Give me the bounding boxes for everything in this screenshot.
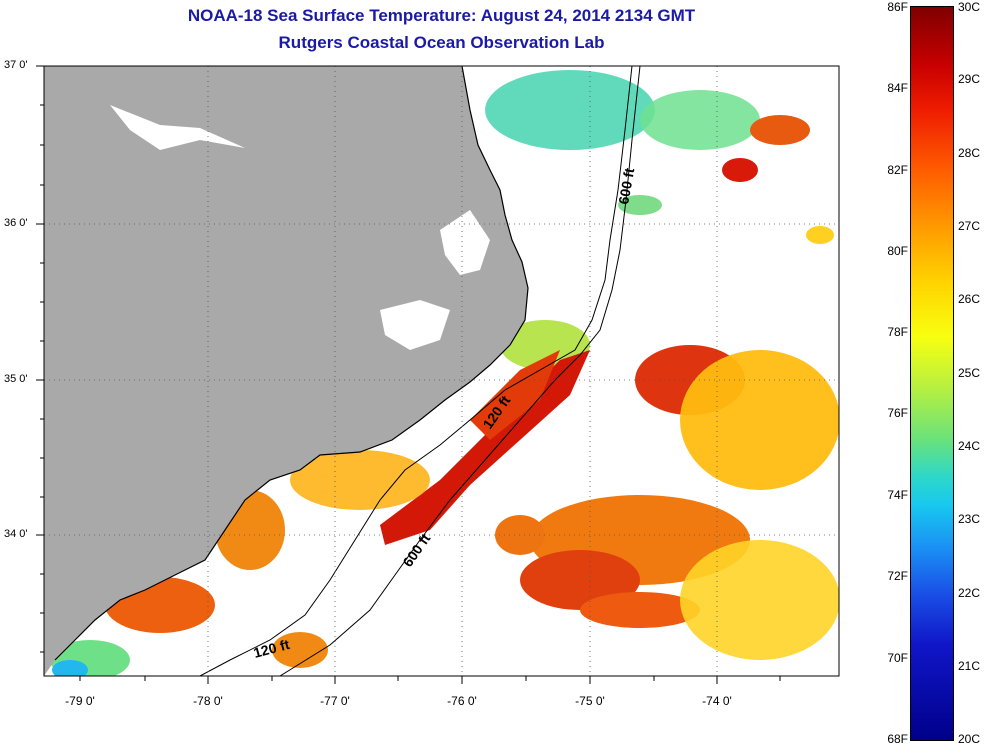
sst-patch-red-band [580,592,700,628]
lon-label-74: -74 0' [702,694,732,708]
colorbar-f-70: 70F [887,651,908,665]
sst-patch-cyan-sw [52,660,88,676]
sst-patch-red-ne [722,158,758,182]
colorbar-f-74: 74F [887,488,908,502]
colorbar-f-78: 78F [887,325,908,339]
axis-ticks [36,65,781,684]
contour-120ft [199,66,633,676]
colorbar-f-72: 72F [887,569,908,583]
colorbar-c-30: 30C [958,0,981,14]
sst-patch-orange-ne [750,115,810,145]
lon-label-75: -75 0' [575,694,605,708]
land-mass [44,66,528,676]
neuse-river [380,300,450,350]
sst-patch-green-ne [640,90,760,150]
coastline [54,66,529,661]
contour-600ft [279,66,641,676]
sst-data-layer [50,70,839,676]
colorbar-c-25: 25C [958,366,981,380]
lat-label-34: 34 0' [4,528,28,540]
sst-band-north [470,350,560,440]
sst-patch-yellow-edge [806,226,834,244]
sst-patch-cyan-north [485,70,655,150]
sst-patch-green-small [618,195,662,215]
map-title: NOAA-18 Sea Surface Temperature: August … [187,6,696,25]
sst-patch-orange-onslow [290,450,430,510]
colorbar-c-26: 26C [958,292,981,306]
colorbar-c-24: 24C [958,439,981,453]
lat-label-37: 37 0' [4,59,28,71]
pamlico-sound [440,210,490,275]
colorbar-c-27: 27C [958,219,981,233]
contour-label-600-north: 600 ft [615,166,637,205]
plot-frame [43,65,840,677]
colorbar-f-68: 68F [887,732,908,746]
colorbar-f-80: 80F [887,244,908,258]
sst-patch-orange-bottom [272,632,328,668]
colorbar-f-82: 82F [887,163,908,177]
colorbar-c-28: 28C [958,146,981,160]
lon-label-78: -78 0' [193,694,223,708]
inland-water [110,105,245,150]
temperature-colorbar [910,6,954,741]
colorbar-c-22: 22C [958,586,981,600]
map-subtitle: Rutgers Coastal Ocean Observation Lab [278,33,605,52]
sst-patch-yellow-east [680,350,839,490]
lat-label-36: 36 0' [4,217,28,229]
colorbar-c-23: 23C [958,512,981,526]
lat-label-35: 35 0' [4,373,28,385]
lon-label-77: -77 0' [320,694,350,708]
colorbar-c-21: 21C [958,659,981,673]
colorbar-f-86: 86F [887,0,908,14]
colorbar-c-29: 29C [958,72,981,86]
lon-label-79: -79 0' [65,694,95,708]
colorbar-c-20: 20C [958,732,981,746]
colorbar-f-76: 76F [887,406,908,420]
graticule [44,66,839,676]
lon-label-76: -76 0' [447,694,477,708]
sst-patch-yellow-south [680,540,839,660]
colorbar-f-84: 84F [887,81,908,95]
